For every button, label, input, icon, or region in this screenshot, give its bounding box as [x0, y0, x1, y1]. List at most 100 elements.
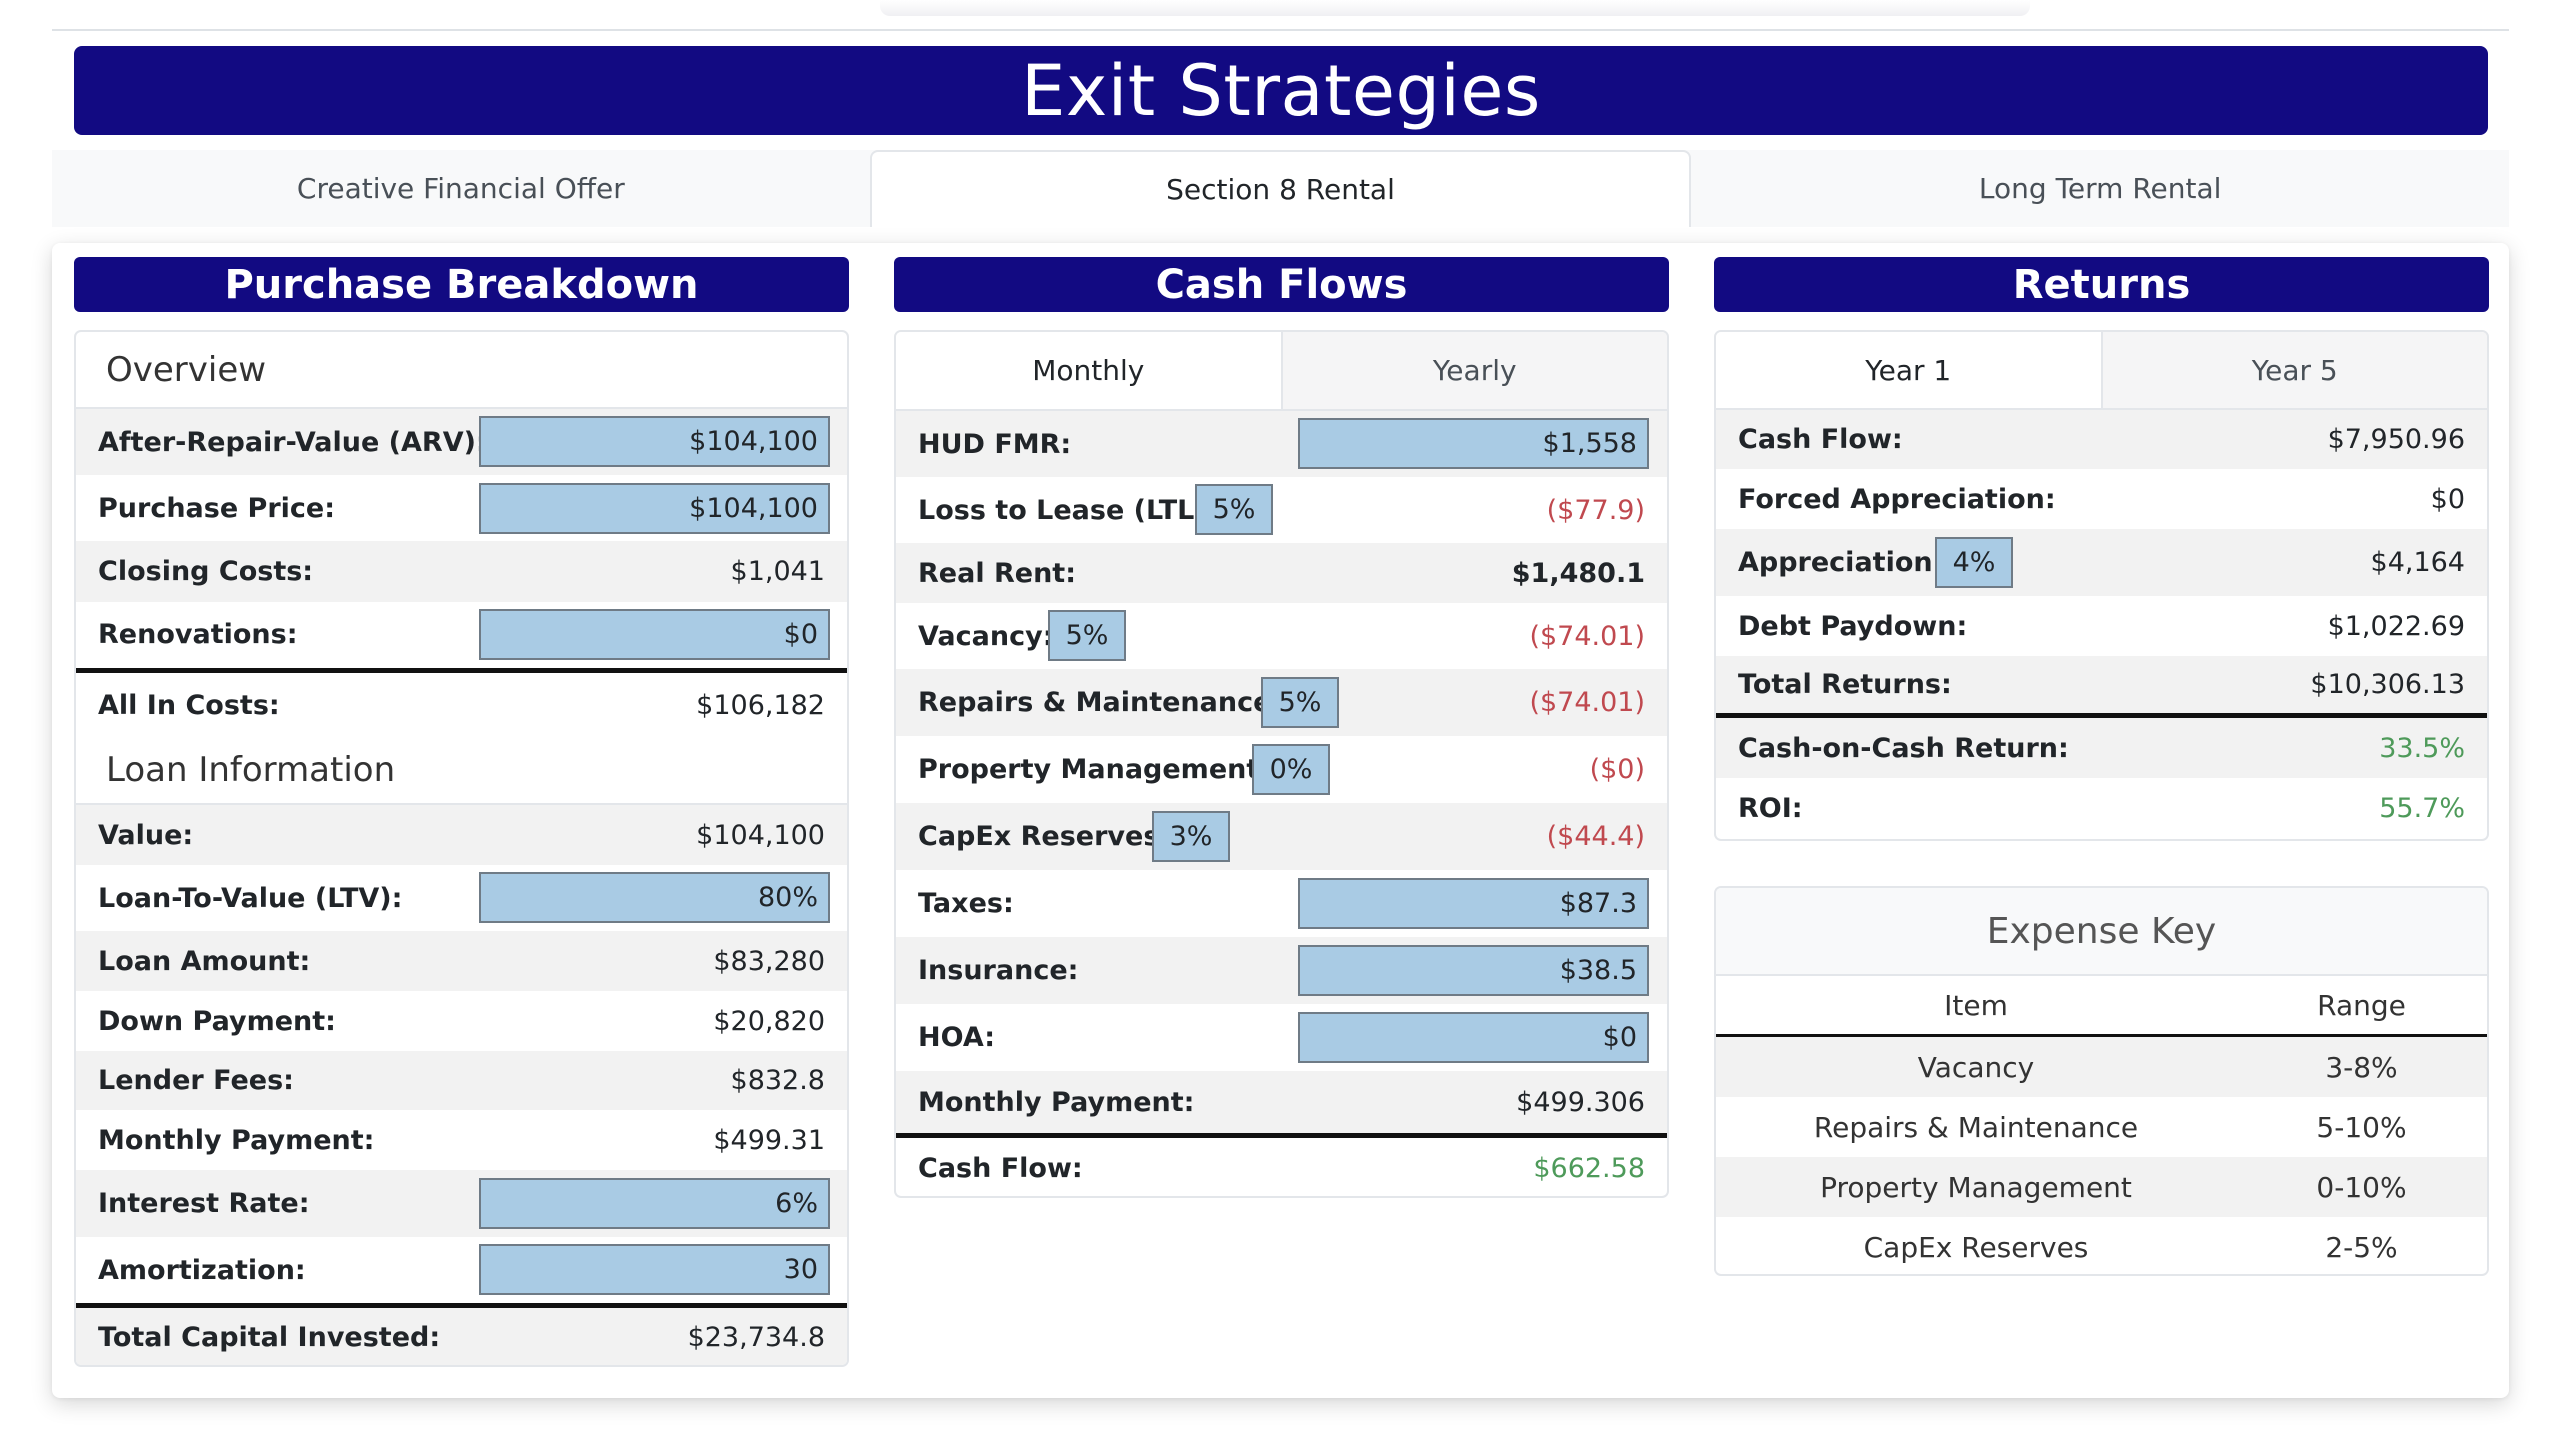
down-payment-value: $20,820: [713, 1005, 825, 1037]
expense-key-range: 0-10%: [2316, 1170, 2407, 1204]
returns-tab-divider: [1716, 408, 2487, 410]
roi-value: 55.7%: [2379, 793, 2465, 824]
value-label: Value:: [98, 819, 194, 851]
expense-key-col-item: Item: [1944, 988, 2008, 1022]
loss-to-lease-input[interactable]: 5%: [1195, 484, 1273, 535]
total-returns-row: Total Returns: $10,306.13: [1716, 656, 2487, 713]
cash-flows-tabs: Monthly Yearly: [896, 332, 1667, 409]
arv-label: After-Repair-Value (ARV):: [98, 426, 487, 458]
vacancy-row: Vacancy: ($74.01): [896, 603, 1667, 669]
amortization-input[interactable]: 30: [479, 1244, 830, 1295]
property-management-row: Property Management: ($0): [896, 736, 1667, 803]
forced-appreciation-row: Forced Appreciation: $0: [1716, 469, 2487, 529]
expense-key-item: CapEx Reserves: [1863, 1230, 2089, 1264]
renovations-row: Renovations:: [76, 602, 847, 667]
lender-fees-label: Lender Fees:: [98, 1065, 294, 1096]
total-returns-label: Total Returns:: [1738, 669, 1952, 700]
down-payment-label: Down Payment:: [98, 1005, 336, 1037]
appreciation-input[interactable]: 4%: [1935, 537, 2013, 588]
loan-amount-label: Loan Amount:: [98, 945, 311, 977]
total-returns-value: $10,306.13: [2310, 669, 2465, 700]
monthly-payment-row: Monthly Payment: $499.31: [76, 1110, 847, 1170]
ltv-input[interactable]: 80%: [479, 872, 830, 923]
real-rent-row: Real Rent: $1,480.1: [896, 543, 1667, 603]
tab-monthly[interactable]: Monthly: [896, 332, 1283, 409]
interest-rate-label: Interest Rate:: [98, 1188, 310, 1219]
tab-long-term-rental[interactable]: Long Term Rental: [1978, 172, 2222, 205]
arv-input[interactable]: $104,100: [479, 416, 830, 467]
hoa-input[interactable]: $0: [1298, 1012, 1649, 1063]
taxes-row: Taxes:: [896, 870, 1667, 937]
loan-amount-row: Loan Amount: $83,280: [76, 931, 847, 991]
appreciation-row: Appreciation: $4,164: [1716, 529, 2487, 596]
repairs-value: ($74.01): [1529, 687, 1645, 718]
hud-fmr-input[interactable]: $1,558: [1298, 418, 1649, 469]
total-capital-label: Total Capital Invested:: [98, 1322, 441, 1353]
roi-label: ROI:: [1738, 793, 1803, 824]
vacancy-value: ($74.01): [1529, 620, 1645, 652]
monthly-payment-value: $499.31: [713, 1124, 825, 1156]
overview-title: Overview: [106, 349, 267, 390]
cash-flows-column: Cash Flows: [894, 257, 1669, 312]
cash-on-cash-value: 33.5%: [2379, 732, 2465, 764]
capex-value: ($44.4): [1546, 821, 1645, 852]
expense-key-header-divider: [1716, 1034, 2487, 1037]
cash-flows-panel: Monthly Yearly HUD FMR: $1,558 Loss to L…: [894, 330, 1669, 1198]
property-management-value: ($0): [1589, 754, 1645, 785]
returns-cash-flow-value: $7,950.96: [2327, 424, 2465, 455]
cash-flows-heading: Cash Flows: [894, 257, 1669, 312]
tab-year-1[interactable]: Year 1: [1716, 332, 2103, 408]
top-shadow: [880, 0, 2030, 16]
returns-heading: Returns: [1714, 257, 2489, 312]
expense-key-range: 3-8%: [2325, 1050, 2398, 1084]
insurance-input[interactable]: $38.5: [1298, 945, 1649, 996]
total-capital-value: $23,734.8: [687, 1322, 825, 1353]
taxes-input[interactable]: $87.3: [1298, 878, 1649, 929]
value-value: $104,100: [696, 819, 825, 851]
expense-key-header: Item Range: [1716, 976, 2487, 1034]
repairs-input[interactable]: 5%: [1261, 677, 1339, 728]
cash-flow-value: $662.58: [1533, 1152, 1645, 1184]
appreciation-value: $4,164: [2370, 547, 2465, 578]
property-management-label: Property Management:: [918, 754, 1271, 785]
capex-input[interactable]: 3%: [1152, 811, 1230, 862]
closing-costs-label: Closing Costs:: [98, 556, 314, 587]
total-capital-row: Total Capital Invested: $23,734.8: [76, 1308, 847, 1365]
total-capital-divider: [76, 1303, 847, 1308]
cf-monthly-payment-label: Monthly Payment:: [918, 1086, 1195, 1118]
insurance-label: Insurance:: [918, 955, 1079, 986]
tab-yearly[interactable]: Yearly: [1432, 354, 1517, 387]
tab-creative-financial-offer[interactable]: Creative Financial Offer: [296, 172, 625, 205]
overview-divider: [76, 407, 847, 409]
strategy-tabs: Creative Financial Offer Section 8 Renta…: [52, 150, 2509, 227]
interest-rate-input[interactable]: 6%: [479, 1178, 830, 1229]
lender-fees-value: $832.8: [730, 1065, 825, 1096]
loss-to-lease-label: Loss to Lease (LTL):: [918, 494, 1218, 526]
property-management-input[interactable]: 0%: [1252, 744, 1330, 795]
hoa-row: HOA:: [896, 1004, 1667, 1071]
page-title: Exit Strategies: [74, 46, 2488, 135]
repairs-label: Repairs & Maintenance:: [918, 687, 1283, 718]
capex-label: CapEx Reserves:: [918, 821, 1171, 852]
vacancy-label: Vacancy:: [918, 620, 1054, 652]
expense-key-item: Repairs & Maintenance: [1813, 1110, 2139, 1144]
top-divider: [52, 29, 2509, 31]
capex-row: CapEx Reserves: ($44.4): [896, 803, 1667, 870]
tab-section-8-rental[interactable]: Section 8 Rental: [869, 150, 1692, 227]
expense-key-row: Vacancy 3-8%: [1716, 1037, 2487, 1097]
hoa-label: HOA:: [918, 1022, 996, 1053]
roi-row: ROI: 55.7%: [1716, 778, 2487, 839]
purchase-breakdown-column: Purchase Breakdown: [74, 257, 849, 312]
vacancy-input[interactable]: 5%: [1048, 610, 1126, 661]
purchase-price-input[interactable]: $104,100: [479, 483, 830, 534]
renovations-input[interactable]: $0: [479, 609, 830, 660]
debt-paydown-label: Debt Paydown:: [1738, 610, 1968, 642]
appreciation-label: Appreciation:: [1738, 547, 1944, 578]
closing-costs-value: $1,041: [730, 556, 825, 587]
loan-amount-value: $83,280: [713, 945, 825, 977]
value-row: Value: $104,100: [76, 805, 847, 865]
loan-divider: [76, 803, 847, 805]
purchase-breakdown-panel: Overview After-Repair-Value (ARV): $104,…: [74, 330, 849, 1367]
expense-key-range: 5-10%: [2316, 1110, 2407, 1144]
tab-year-5[interactable]: Year 5: [2251, 353, 2338, 387]
